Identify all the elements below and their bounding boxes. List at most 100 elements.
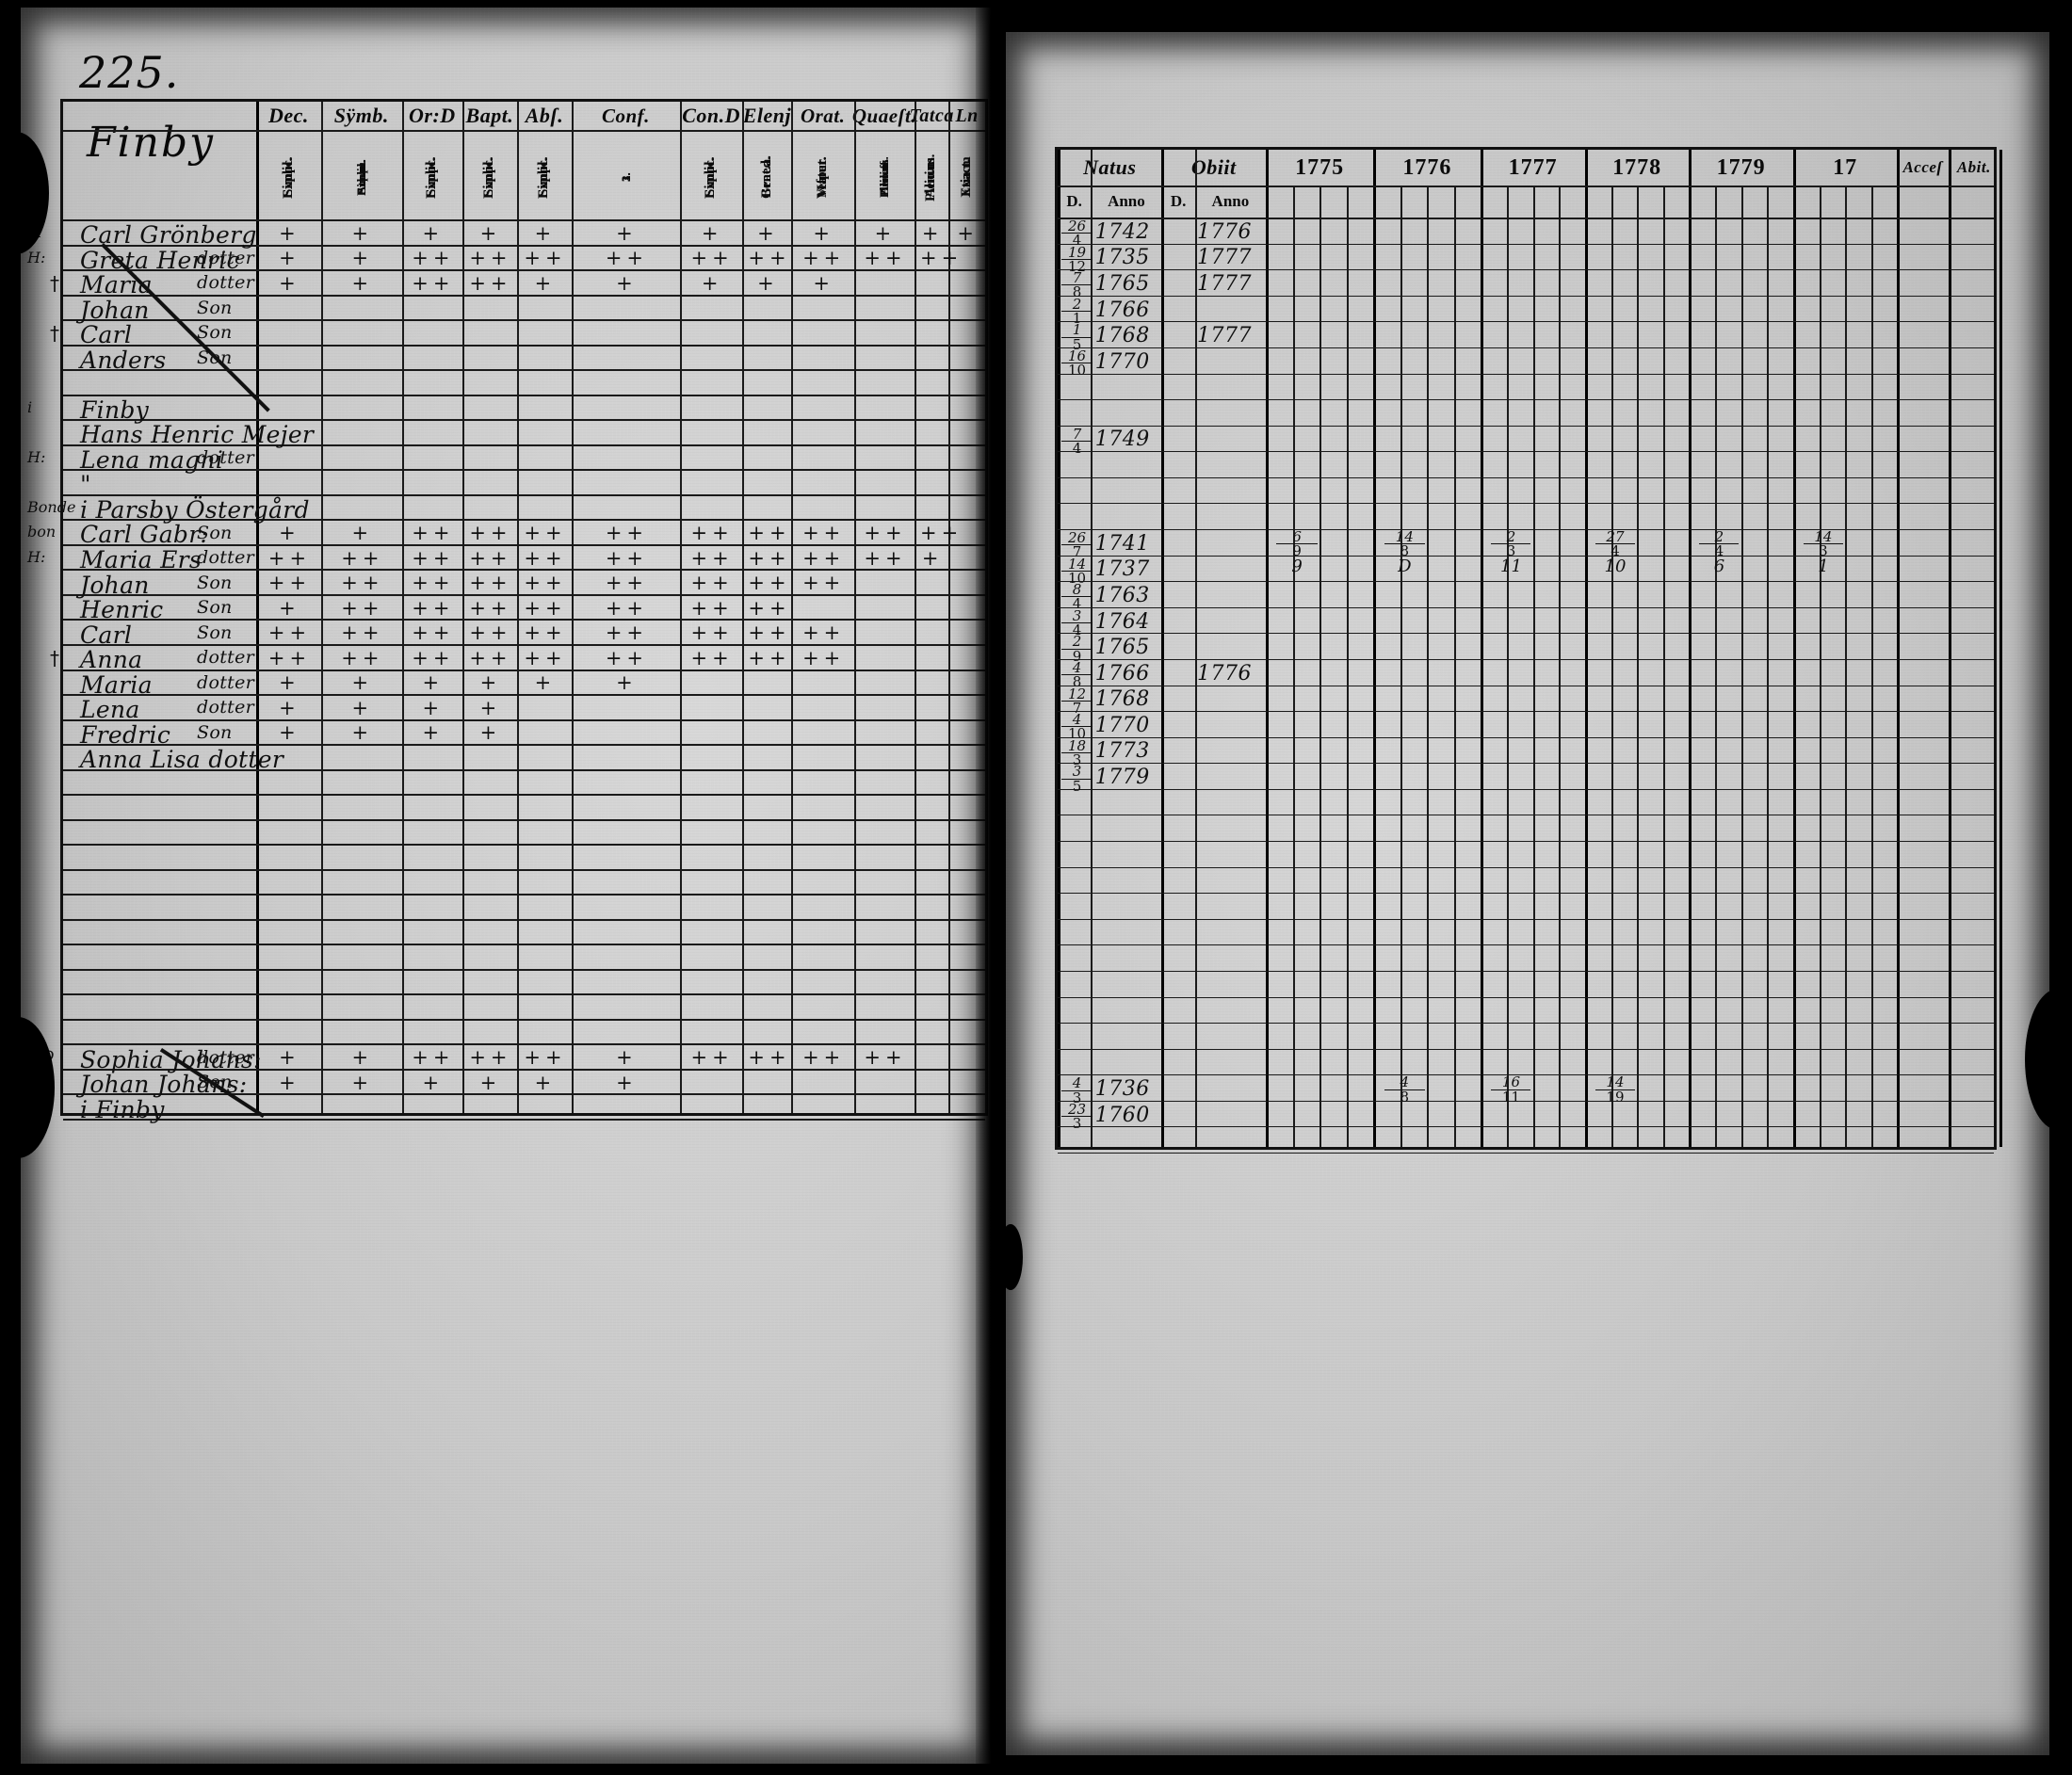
table-row-rule (1058, 243, 1994, 245)
exam-mark: ++ (341, 546, 384, 570)
column-subheader-5: 1. 2. 3. (572, 130, 680, 219)
table-row: Lena magni (80, 445, 224, 474)
exam-mark: + (616, 1071, 638, 1094)
column-subheader-3: Explic. Simpl. (462, 130, 517, 219)
year-column-header-17: 17 (1833, 154, 1858, 180)
exam-mark: + (279, 1071, 300, 1094)
exam-mark: + (279, 247, 300, 270)
exam-mark: ++ (341, 596, 384, 620)
obiit-anno: 1776 (1197, 219, 1253, 244)
subheader-token: Simpl. (354, 160, 369, 195)
subheader-token: Matut. (814, 156, 830, 199)
natus-day: 23 3 (1061, 1102, 1093, 1131)
table-row-rule (63, 593, 985, 596)
exam-mark: + (616, 221, 638, 245)
year-subcolumn-rule (1346, 186, 1349, 1147)
exam-mark: + (616, 1046, 638, 1070)
year-group-rule (1897, 150, 1901, 1147)
natus-anno: 1768 (1094, 687, 1150, 712)
natus-anno: 1736 (1094, 1077, 1150, 1101)
left-page: 225. Finby Dec. Sÿmb. Or:D Bapt. Abſ. Conf. Co… (21, 8, 991, 1764)
exam-mark: ++ (605, 596, 649, 620)
natus-anno: 1766 (1094, 661, 1150, 686)
natus-day: 14 10 (1061, 557, 1093, 585)
natus-day: 19 12 (1061, 245, 1093, 273)
exam-mark: + (351, 521, 374, 544)
deceased-cross-icon: † (50, 272, 59, 296)
table-row-rule (1058, 970, 1994, 972)
table-row-rule (63, 543, 985, 546)
natus-day: 12 7 (1061, 686, 1093, 715)
exam-mark: + (701, 221, 723, 245)
exam-mark: ++ (469, 521, 512, 544)
exam-mark: + (351, 271, 374, 295)
natus-anno: 1768 (1094, 324, 1150, 348)
table-row-rule (63, 818, 985, 821)
natus-day: 18 3 (1061, 738, 1093, 767)
natus-anno: 1773 (1094, 739, 1150, 764)
column-subheader-8: Veſper. Matut. (791, 130, 854, 219)
row-relation: dotter (197, 647, 254, 669)
column-subheader-2: Explic. Simpl. (402, 130, 462, 219)
exam-mark: + (479, 696, 502, 719)
exam-mark: ++ (469, 271, 512, 295)
exam-mark: ++ (524, 646, 567, 670)
column-subheader-0: Explic. Simpl. (256, 130, 321, 219)
table-horizontal-rule (63, 130, 985, 132)
table-row-rule (1058, 321, 1994, 323)
subheader-token: Alio.m (923, 157, 939, 198)
table-row: Anna (80, 646, 143, 674)
table-row-rule (63, 569, 985, 572)
table-row-rule (63, 394, 985, 396)
column-subheader-4: Explic. Simpl. (517, 130, 572, 219)
table-row-rule (1058, 736, 1994, 738)
exam-mark: ++ (802, 546, 846, 570)
exam-mark: ++ (605, 572, 649, 595)
table-vertical-rule (401, 102, 404, 1113)
exam-mark: ++ (748, 621, 791, 645)
table-row: i Parsby Östergård (80, 495, 310, 524)
exam-mark: ++ (469, 646, 512, 670)
table-row: Lena (80, 696, 140, 724)
exam-mark: ++ (690, 646, 734, 670)
exam-mark: ++ (864, 1046, 907, 1070)
natus-anno: 1735 (1094, 246, 1150, 270)
table-vertical-rule (915, 102, 917, 1113)
natus-anno: 1749 (1094, 428, 1150, 452)
table-vertical-rule (461, 102, 464, 1113)
exam-mark: + (757, 271, 779, 295)
exam-mark: ++ (748, 1046, 791, 1070)
exam-mark: + (534, 671, 557, 695)
table-row-rule (1058, 1153, 1994, 1154)
year-subcolumn-rule (1611, 186, 1613, 1147)
exam-mark: ++ (469, 572, 512, 595)
table-row-rule (63, 294, 985, 297)
table-row-rule (63, 694, 985, 697)
year-entry: 10 (1604, 556, 1627, 576)
natus-anno: 1737 (1094, 557, 1150, 582)
column-subheader-6: Explic. Simpl. (680, 130, 743, 219)
exam-mark: + (479, 1071, 502, 1094)
table-row: Anna Lisa dotter (80, 746, 284, 774)
table-row-rule (1058, 503, 1994, 505)
table-row-rule (63, 669, 985, 671)
exam-mark: ++ (690, 247, 734, 270)
row-margin-note: H: (27, 547, 46, 566)
year-group-rule (1161, 150, 1165, 1147)
subheader-token: Bened. (758, 156, 774, 199)
year-group-rule (1999, 150, 2002, 1147)
year-entry: 6 (1713, 556, 1725, 576)
obiit-anno: 1777 (1197, 246, 1253, 270)
year-entry: 14 8 (1384, 529, 1426, 558)
exam-mark: + (422, 221, 445, 245)
table-row: Maria (80, 670, 153, 699)
exam-mark: ++ (802, 646, 846, 670)
table-row-rule (1058, 347, 1994, 348)
row-relation: Son (197, 322, 233, 344)
exam-mark: + (813, 221, 834, 245)
exam-mark: + (422, 1071, 445, 1094)
subheader-token: Alio.m (877, 159, 892, 196)
